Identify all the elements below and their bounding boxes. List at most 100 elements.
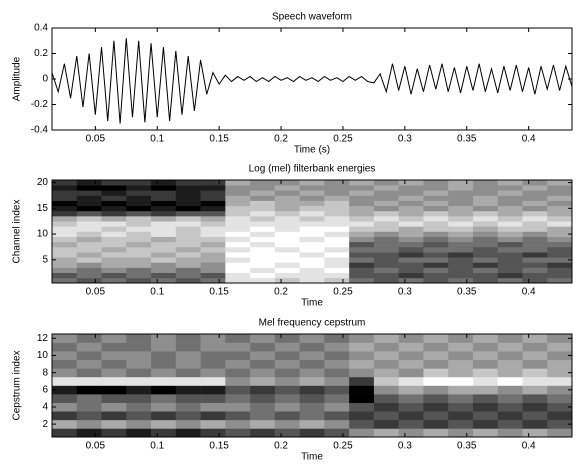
heatmap-cell [373,267,399,273]
heatmap-cell [497,252,523,258]
heatmap-cell [398,394,424,403]
x-tick-label: 0.1 [150,441,164,452]
heatmap-cell [101,190,127,196]
heatmap-cell [101,246,127,253]
heatmap-cell [349,205,375,212]
heatmap-cell [324,241,350,248]
heatmap-cell [101,428,127,438]
heatmap-cell [398,216,424,222]
heatmap-cell [497,277,523,284]
heatmap-cell [349,277,375,284]
heatmap-cell [101,210,127,217]
heatmap-cell [274,277,300,284]
heatmap-cell [151,210,177,217]
heatmap-cell [448,272,474,279]
heatmap-cell [448,342,474,352]
heatmap-cell [349,376,375,386]
heatmap-cell [324,221,350,227]
heatmap-cell [175,342,201,352]
heatmap-cell [349,385,375,395]
heatmap-cell [101,200,127,207]
heatmap-cell [52,385,78,395]
heatmap-cell [522,411,548,421]
heatmap-cell [76,342,102,352]
heatmap-cell [250,246,276,253]
heatmap-cell [225,241,251,248]
heatmap-cell [398,226,424,232]
heatmap-cell [547,185,573,191]
heatmap-cell [225,277,251,284]
heatmap-cell [274,195,300,201]
x-tick-label: 0.05 [86,134,106,145]
heatmap-cell [349,272,375,279]
heatmap-cell [250,190,276,196]
heatmap-cell [547,359,573,369]
heatmap-cell [126,419,152,429]
heatmap-cell [472,221,499,227]
heatmap-cell [472,368,499,378]
heatmap-cell [448,351,474,361]
heatmap-cell [76,257,102,263]
heatmap-cell [225,205,251,212]
heatmap-cell [175,195,201,201]
heatmap-cell [250,334,276,343]
plot-frame [51,333,573,438]
heatmap-cell [324,200,350,207]
heatmap-cell [324,180,350,186]
heatmap-cell [126,226,152,232]
heatmap-cell [175,190,201,196]
heatmap-cell [423,334,449,343]
heatmap-cell [126,359,152,369]
heatmap-cell [250,195,276,201]
heatmap-cell [52,376,78,386]
heatmap-cell [151,428,177,438]
heatmap-cell [126,200,152,207]
heatmap-cell [497,262,523,268]
heatmap-cell [448,277,474,284]
heatmap-cell [349,419,375,429]
heatmap-cell [52,342,78,352]
heatmap-cell [448,231,474,237]
heatmap-cell [299,221,325,227]
heatmap-cell [274,385,300,395]
heatmap-cell [398,267,424,273]
heatmap-cell [200,262,226,268]
heatmap-cell [274,180,300,186]
heatmap-cell [423,428,449,438]
y-tick-label: 0.4 [34,23,48,34]
heatmap-cell [250,252,276,258]
chart-title: Log (mel) filterbank energies [249,164,376,175]
heatmap-cell [423,241,449,248]
heatmap-cell [522,277,548,284]
heatmap-cell [373,262,399,268]
heatmap-cell [423,257,449,263]
heatmap-cell [175,216,201,222]
heatmap-cell [52,236,78,243]
heatmap-cell [225,419,251,429]
heatmap-cell [76,277,102,284]
heatmap-cell [274,210,300,217]
heatmap-cell [299,210,325,217]
heatmap-cell [373,246,399,253]
heatmap-cell [101,231,127,237]
heatmap-cell [299,385,325,395]
heatmap-cell [76,334,102,343]
heatmap-cell [398,252,424,258]
heatmap-cell [423,394,449,403]
x-tick-label: 0.25 [333,134,353,145]
heatmap-cell [299,195,325,201]
heatmap-cell [398,419,424,429]
heatmap-cell [472,210,499,217]
heatmap-cell [472,252,499,258]
heatmap-cell [175,200,201,207]
heatmap-cell [448,359,474,369]
heatmap-cell [175,180,201,186]
heatmap-cell [522,342,548,352]
heatmap-cell [324,195,350,201]
heatmap-cell [151,385,177,395]
heatmap-cell [126,272,152,279]
heatmap-cell [423,246,449,253]
heatmap-cell [299,205,325,212]
x-tick-label: 0.2 [274,287,288,298]
